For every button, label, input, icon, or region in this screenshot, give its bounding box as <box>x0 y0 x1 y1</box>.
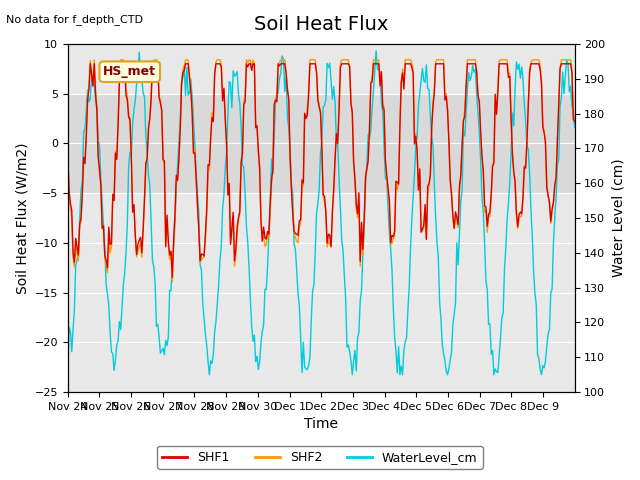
Text: No data for f_depth_CTD: No data for f_depth_CTD <box>6 14 143 25</box>
Bar <box>68 94 575 193</box>
Legend: SHF1, SHF2, WaterLevel_cm: SHF1, SHF2, WaterLevel_cm <box>157 446 483 469</box>
Text: HS_met: HS_met <box>103 65 156 78</box>
Y-axis label: Soil Heat Flux (W/m2): Soil Heat Flux (W/m2) <box>15 142 29 294</box>
X-axis label: Time: Time <box>304 418 338 432</box>
Title: Soil Heat Flux: Soil Heat Flux <box>254 15 388 34</box>
Y-axis label: Water Level (cm): Water Level (cm) <box>611 159 625 277</box>
